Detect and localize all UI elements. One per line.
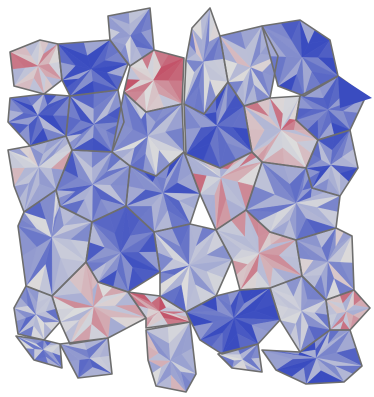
- mesh-facet: [261, 25, 303, 58]
- mesh-facet: [51, 295, 94, 309]
- mesh-facet: [129, 165, 163, 194]
- mesh-facet: [215, 229, 260, 254]
- grain-boundary: [217, 343, 263, 373]
- mesh-facet: [217, 353, 243, 361]
- grain-boundary: [325, 289, 371, 331]
- grain-boundary: [15, 335, 63, 369]
- mesh-facet: [317, 139, 332, 166]
- grain-boundary: [261, 329, 363, 385]
- mesh-facet: [185, 311, 235, 323]
- grain-boundary: [145, 321, 197, 393]
- mesh-facet: [71, 149, 94, 186]
- mesh-facet: [9, 97, 39, 116]
- mesh-facet: [123, 91, 149, 137]
- mesh-facet: [9, 51, 39, 68]
- mesh-facet: [107, 15, 131, 37]
- edge-spike: [338, 76, 372, 108]
- mesh-facet: [145, 329, 171, 361]
- mesh-facet: [25, 285, 36, 315]
- mesh-facet: [185, 59, 204, 73]
- mesh-facet: [261, 161, 297, 204]
- mesh-facet: [183, 151, 221, 178]
- mesh-facets: [7, 7, 371, 393]
- mesh-facet: [59, 343, 91, 360]
- mesh-facet: [15, 335, 44, 350]
- mesh-facet: [153, 231, 190, 266]
- mesh-facet: [219, 35, 251, 68]
- mesh-facet: [69, 95, 95, 125]
- mesh-facet: [325, 299, 347, 314]
- mesh-facet: [7, 149, 40, 168]
- mesh-facet: [91, 221, 121, 253]
- mesh-facet: [129, 65, 154, 81]
- mesh-facet: [183, 103, 218, 128]
- mesh-facet: [261, 349, 317, 360]
- mesh-facet: [295, 239, 328, 262]
- mesh-facet: [269, 287, 302, 312]
- mesh-facet: [17, 225, 53, 248]
- mesh-facet: [127, 291, 160, 312]
- grain-boundary: [59, 337, 113, 379]
- mesh-facet: [299, 95, 329, 110]
- mesh-facet: [243, 105, 282, 131]
- mesh-facet: [57, 43, 92, 70]
